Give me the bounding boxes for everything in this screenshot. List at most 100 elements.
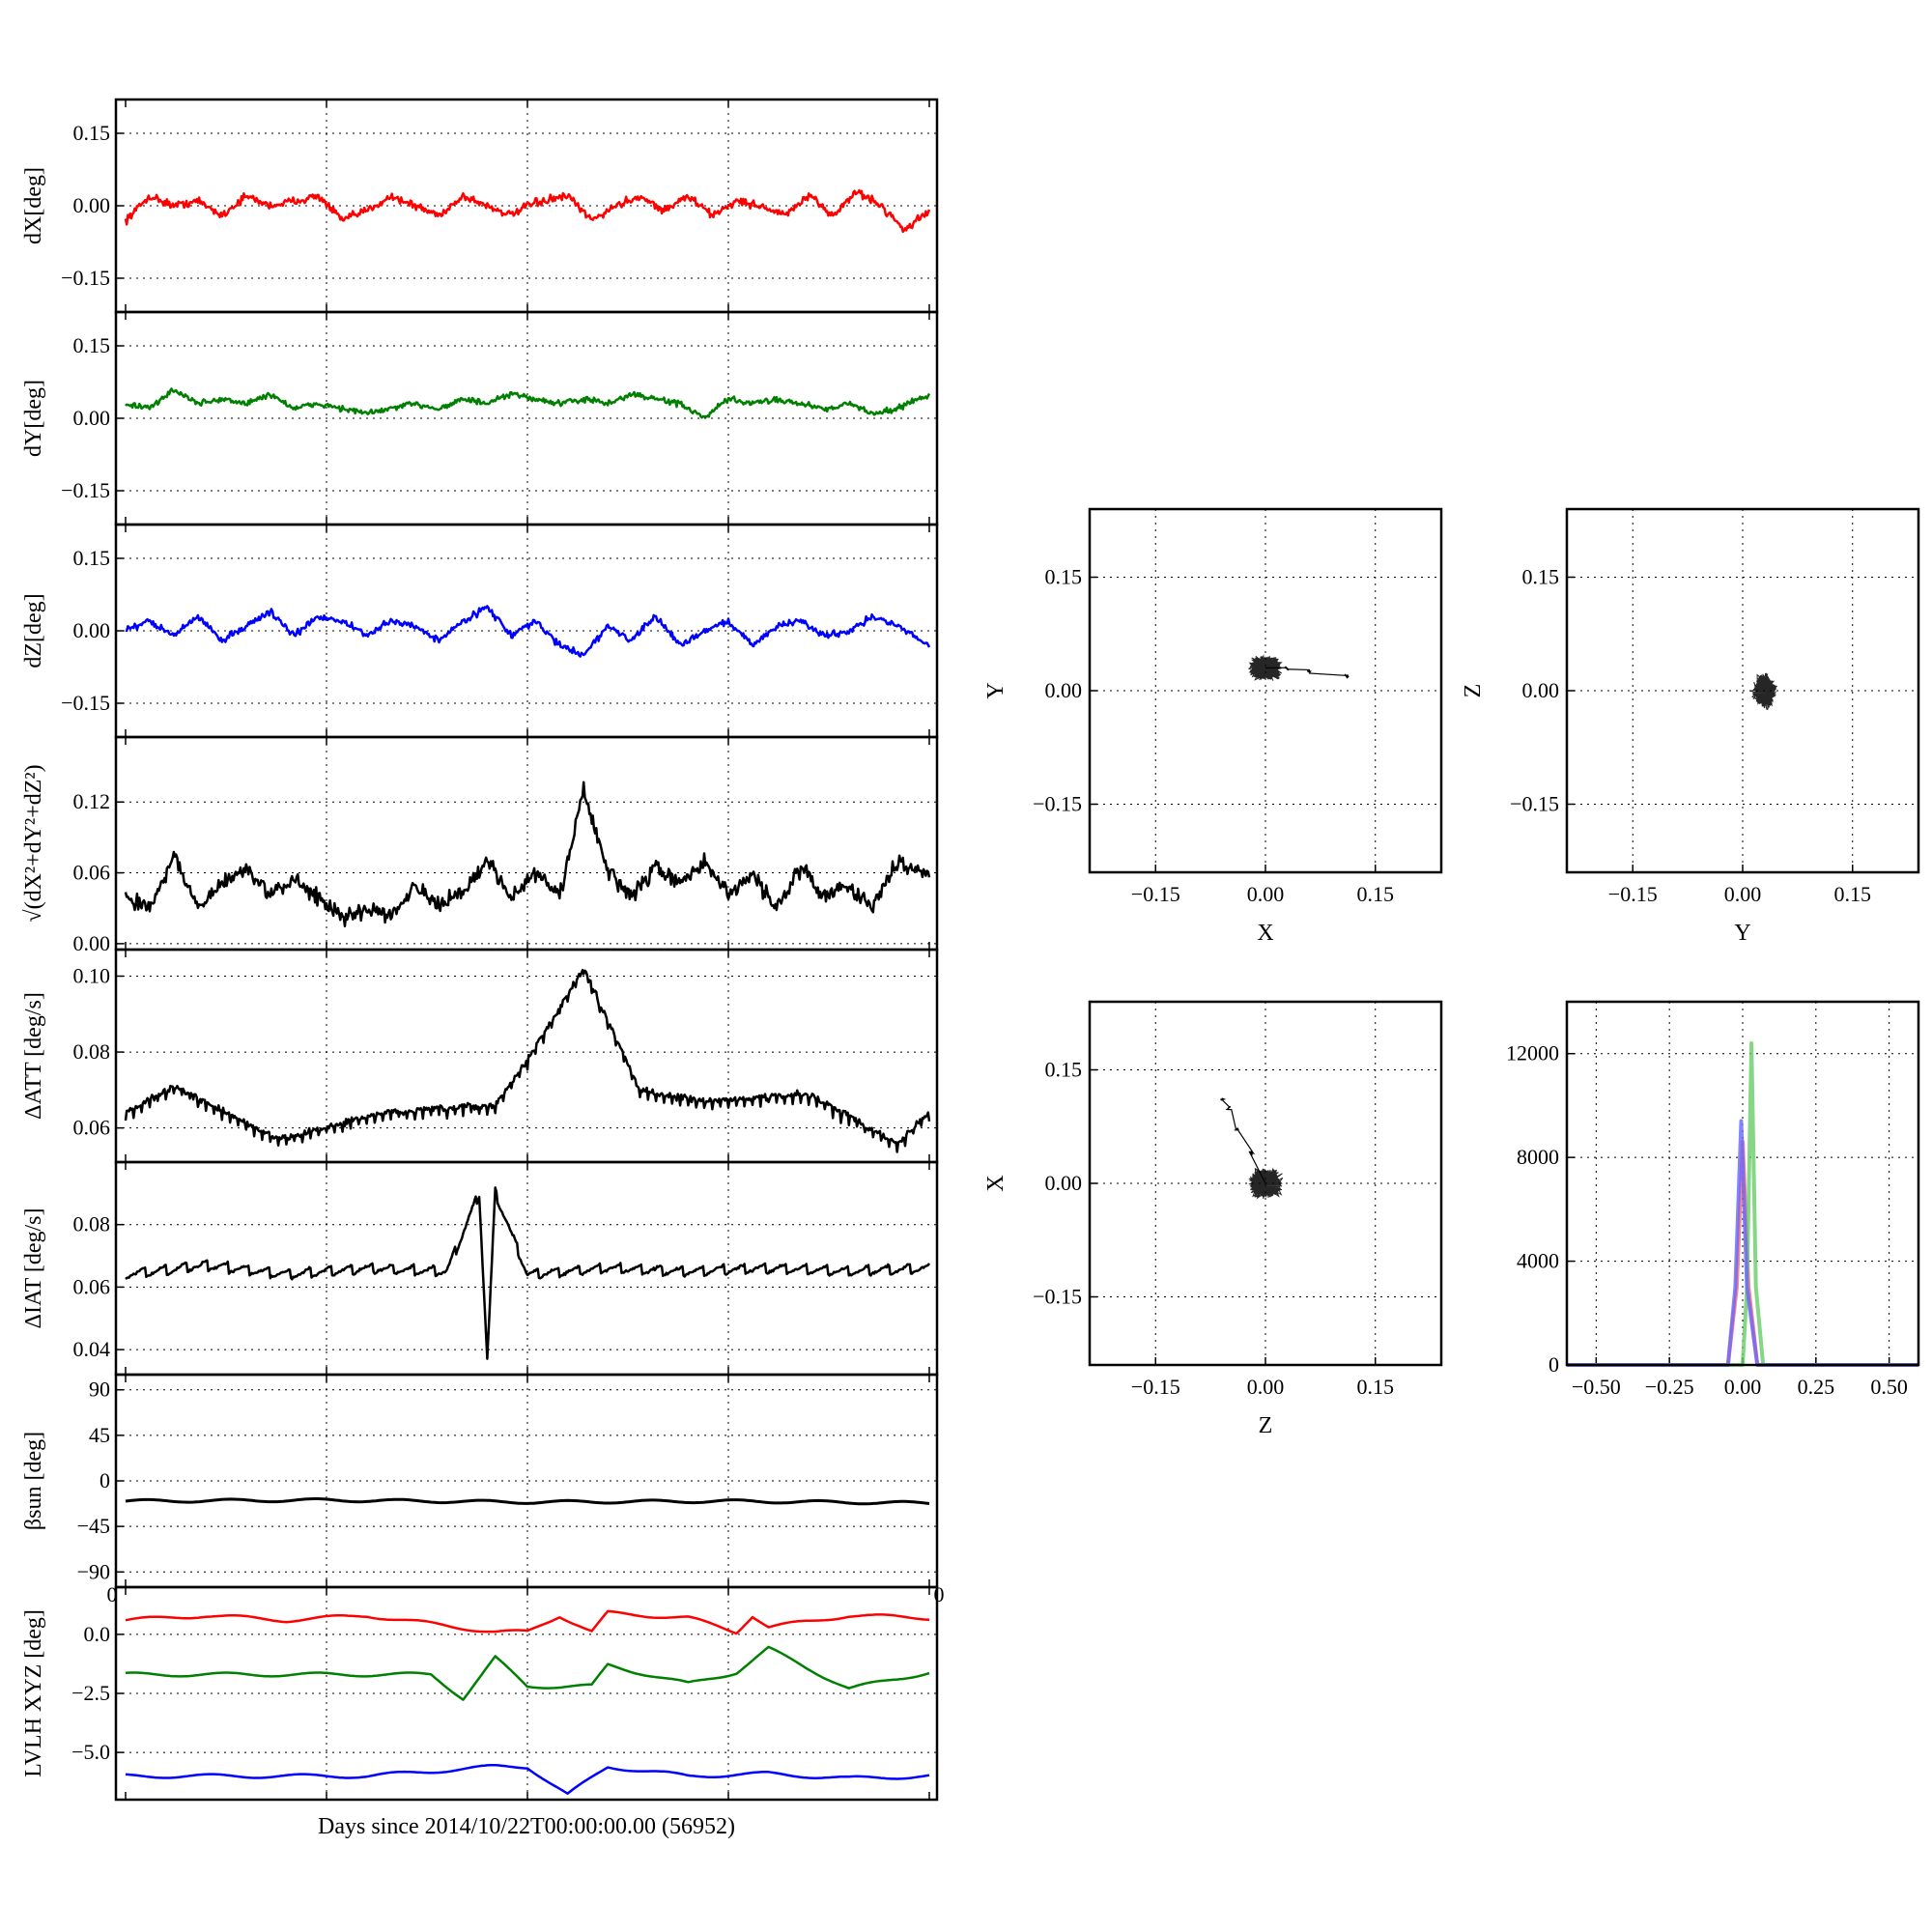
axes-frame	[114, 1585, 939, 1802]
y-tick-label: 8000	[1517, 1145, 1559, 1169]
plot-area: −0.150.000.15dX[deg]−0.150.000.15dY[deg]…	[21, 98, 1920, 1802]
y-tick-label: −5.0	[71, 1740, 110, 1764]
y-tick-label: 0.00	[1522, 678, 1560, 702]
y-tick-label: 0.15	[1045, 565, 1083, 589]
y-tick-label: 0.0	[84, 1622, 111, 1646]
series-line	[125, 387, 931, 419]
y-tick-label: 0.15	[73, 546, 111, 570]
x-tick-label: −0.25	[1645, 1375, 1694, 1399]
y-axis-label: dY[deg]	[21, 380, 46, 457]
timeseries-panel-3: −0.15 0.00 0.15 dZ[deg]	[21, 523, 939, 739]
beta-x-tick-right: 0	[934, 1582, 945, 1606]
y-tick-label: 0.15	[1522, 565, 1560, 589]
axes-frame	[1565, 1000, 1920, 1367]
histogram-panel: −0.50 −0.25 0.00 0.25 0.50 0 4000 8000 12000	[1506, 1000, 1920, 1399]
y-tick-label: 0.06	[73, 1274, 111, 1298]
y-axis-label: dX[deg]	[21, 167, 46, 244]
series-line	[125, 605, 931, 658]
y-tick-label: 90	[89, 1378, 110, 1402]
series-line	[125, 1609, 930, 1635]
axes-frame	[114, 735, 939, 952]
y-tick-label: 0.15	[73, 121, 111, 145]
scatter-tail	[1264, 666, 1350, 679]
x-tick-label: −0.15	[1131, 882, 1180, 906]
y-tick-label: 45	[89, 1423, 110, 1447]
x-tick-label: 0.50	[1870, 1375, 1908, 1399]
timeseries-panel-2: −0.15 0.00 0.15 dY[deg]	[21, 310, 939, 526]
timeseries-panel-1: −0.15 0.00 0.15 dX[deg]	[21, 98, 939, 314]
timeseries-panel-6: 0.04 0.06 0.08 ΔIAT [deg/s]	[21, 1160, 939, 1377]
x-tick-label: −0.15	[1131, 1375, 1180, 1399]
axes-frame	[1088, 1000, 1443, 1367]
y-tick-label: 0	[99, 1468, 110, 1492]
y-tick-label: −90	[77, 1559, 110, 1583]
axes-frame	[114, 948, 939, 1164]
timeseries-panel-8: −5.0 −2.5 0.0 LVLH XYZ [deg]	[21, 1585, 939, 1802]
y-tick-label: −0.15	[61, 266, 110, 290]
scatter-trace	[1748, 672, 1777, 711]
y-tick-label: 0	[1548, 1352, 1559, 1377]
y-tick-label: −0.15	[1033, 1285, 1082, 1309]
scatter-panel-3: −0.15 −0.15 0.00 0.00 0.15 0.15 Z X	[983, 1000, 1443, 1438]
y-tick-label: −0.15	[61, 691, 110, 715]
y-axis-label: ΔATT [deg/s]	[21, 992, 46, 1120]
timeseries-panel-5: 0.06 0.08 0.10 ΔATT [deg/s]	[21, 948, 939, 1164]
x-tick-label: 0.25	[1798, 1375, 1835, 1399]
y-tick-label: 0.10	[73, 964, 111, 988]
series-line	[125, 1645, 930, 1701]
x-tick-label: 0.15	[1357, 1375, 1395, 1399]
axes-frame	[1088, 507, 1443, 874]
y-axis-label: LVLH XYZ [deg]	[21, 1609, 46, 1777]
scatter-trace	[1248, 1167, 1284, 1200]
y-tick-label: 0.06	[73, 1116, 111, 1140]
y-tick-label: 0.00	[73, 406, 111, 430]
x-tick-label: 0.15	[1357, 882, 1395, 906]
shared-x-axis-label: Days since 2014/10/22T00:00:00.00 (56952…	[318, 1814, 735, 1839]
scatter-trace	[1247, 654, 1283, 681]
x-tick-label: 0.00	[1247, 882, 1285, 906]
timeseries-panel-7: −90 −45 0 45 90 βsun [deg]	[21, 1373, 939, 1589]
x-tick-label: 0.15	[1834, 882, 1872, 906]
y-tick-label: 0.00	[1045, 1171, 1083, 1195]
y-tick-label: 4000	[1517, 1249, 1559, 1273]
y-tick-label: −0.15	[1510, 792, 1559, 816]
y-axis-label: dZ[deg]	[21, 593, 46, 668]
y-tick-label: 0.15	[73, 333, 111, 357]
x-tick-label: −0.50	[1572, 1375, 1621, 1399]
y-axis-label: √(dX²+dY²+dZ²)	[21, 764, 46, 922]
x-tick-label: 0.00	[1724, 882, 1762, 906]
series-line	[124, 968, 931, 1153]
y-tick-label: 0.08	[73, 1039, 111, 1064]
y-tick-label: −2.5	[71, 1681, 110, 1705]
y-tick-label: −45	[77, 1514, 110, 1538]
y-tick-label: 12000	[1506, 1041, 1559, 1065]
timeseries-panel-4: 0.00 0.06 0.12 √(dX²+dY²+dZ²)	[21, 735, 939, 955]
x-tick-label: 0.00	[1724, 1375, 1762, 1399]
series-line	[125, 1763, 930, 1795]
y-axis-label: Z	[1461, 684, 1486, 698]
y-tick-label: 0.04	[73, 1337, 111, 1361]
scatter-tail	[1220, 1097, 1266, 1184]
y-tick-label: 0.15	[1045, 1058, 1083, 1082]
scatter-panel-1: −0.15 −0.15 0.00 0.00 0.15 0.15 X Y	[983, 507, 1443, 946]
y-tick-label: 0.00	[1045, 678, 1083, 702]
x-axis-label: X	[1257, 921, 1273, 946]
beta-x-tick-left: 0	[107, 1582, 118, 1606]
axes-frame	[1565, 507, 1920, 874]
y-axis-label: ΔIAT [deg/s]	[21, 1208, 46, 1329]
series-line	[125, 1186, 931, 1360]
y-tick-label: 0.00	[73, 193, 111, 217]
y-tick-label: 0.00	[73, 931, 111, 955]
y-axis-label: Y	[983, 682, 1009, 698]
series-line	[124, 188, 931, 234]
x-axis-label: Z	[1259, 1413, 1273, 1438]
y-tick-label: 0.08	[73, 1212, 111, 1236]
series-line	[124, 781, 931, 928]
scatter-panel-2: −0.15 −0.15 0.00 0.00 0.15 0.15 Y Z	[1461, 507, 1920, 946]
y-axis-label: βsun [deg]	[21, 1432, 46, 1530]
y-tick-label: 0.06	[73, 861, 111, 885]
x-tick-label: 0.00	[1247, 1375, 1285, 1399]
x-axis-label: Y	[1734, 921, 1750, 946]
y-tick-label: 0.12	[73, 789, 111, 813]
